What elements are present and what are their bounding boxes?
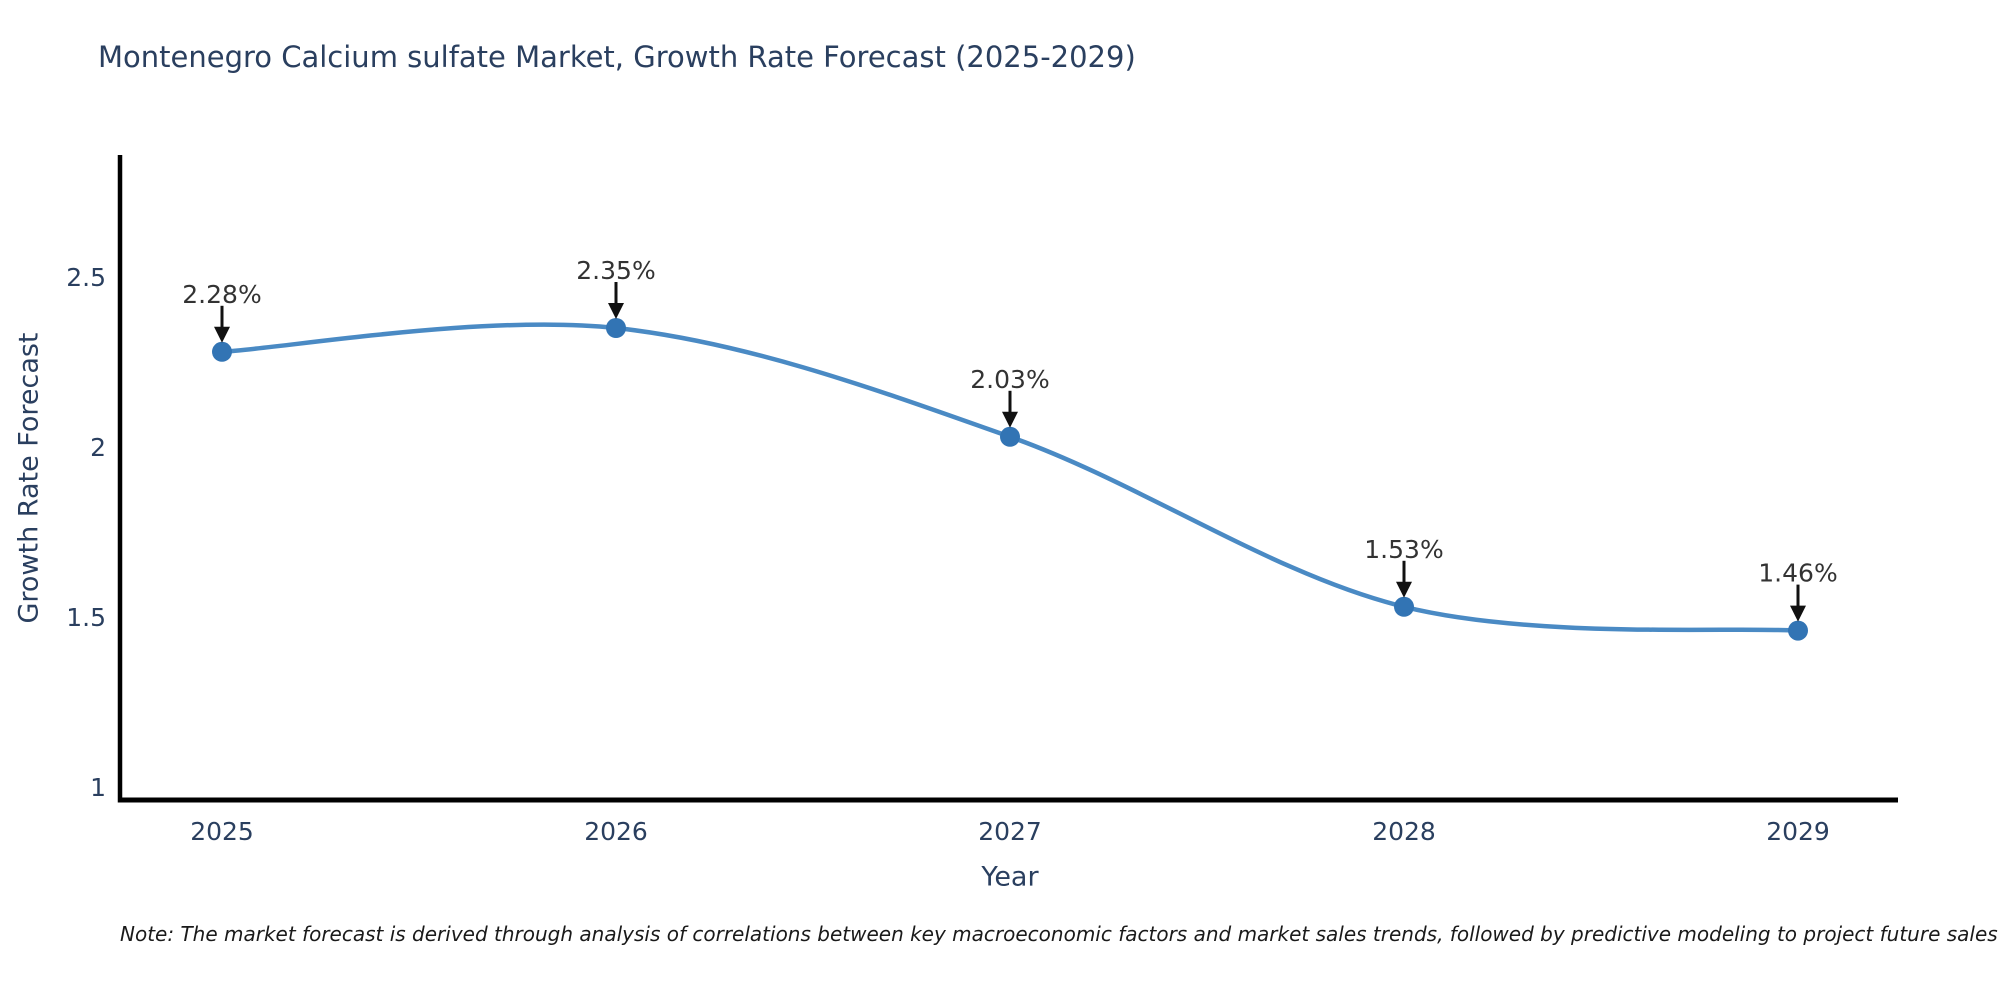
data-point-label: 2.03% — [970, 365, 1049, 394]
annotation-arrowhead — [214, 326, 230, 343]
y-tick-label: 2 — [90, 433, 106, 462]
chart-title: Montenegro Calcium sulfate Market, Growt… — [98, 40, 1136, 74]
data-point-label: 1.46% — [1758, 559, 1837, 588]
annotation-arrowhead — [1396, 581, 1412, 598]
x-tick-label: 2029 — [1766, 817, 1830, 846]
x-tick-label: 2025 — [190, 817, 254, 846]
x-axis-title: Year — [981, 861, 1039, 893]
data-point-marker — [1000, 426, 1020, 447]
data-point-marker — [212, 341, 232, 362]
x-tick-label: 2028 — [1372, 817, 1436, 846]
footnote: Note: The market forecast is derived thr… — [120, 922, 1998, 946]
y-tick-label: 1.5 — [66, 603, 106, 632]
data-point-label: 2.28% — [182, 280, 261, 309]
data-point-marker — [1394, 596, 1414, 617]
x-tick-label: 2026 — [584, 817, 648, 846]
data-point-marker — [1788, 620, 1808, 641]
y-tick-label: 1 — [90, 773, 106, 802]
annotation-arrowhead — [1790, 605, 1806, 622]
y-tick-label: 2.5 — [66, 263, 106, 292]
x-tick-label: 2027 — [978, 817, 1042, 846]
annotation-arrowhead — [608, 303, 624, 319]
data-point-label: 2.35% — [576, 256, 655, 285]
annotation-arrowhead — [1002, 411, 1018, 428]
data-point-label: 1.53% — [1364, 535, 1443, 564]
data-point-marker — [606, 318, 626, 338]
